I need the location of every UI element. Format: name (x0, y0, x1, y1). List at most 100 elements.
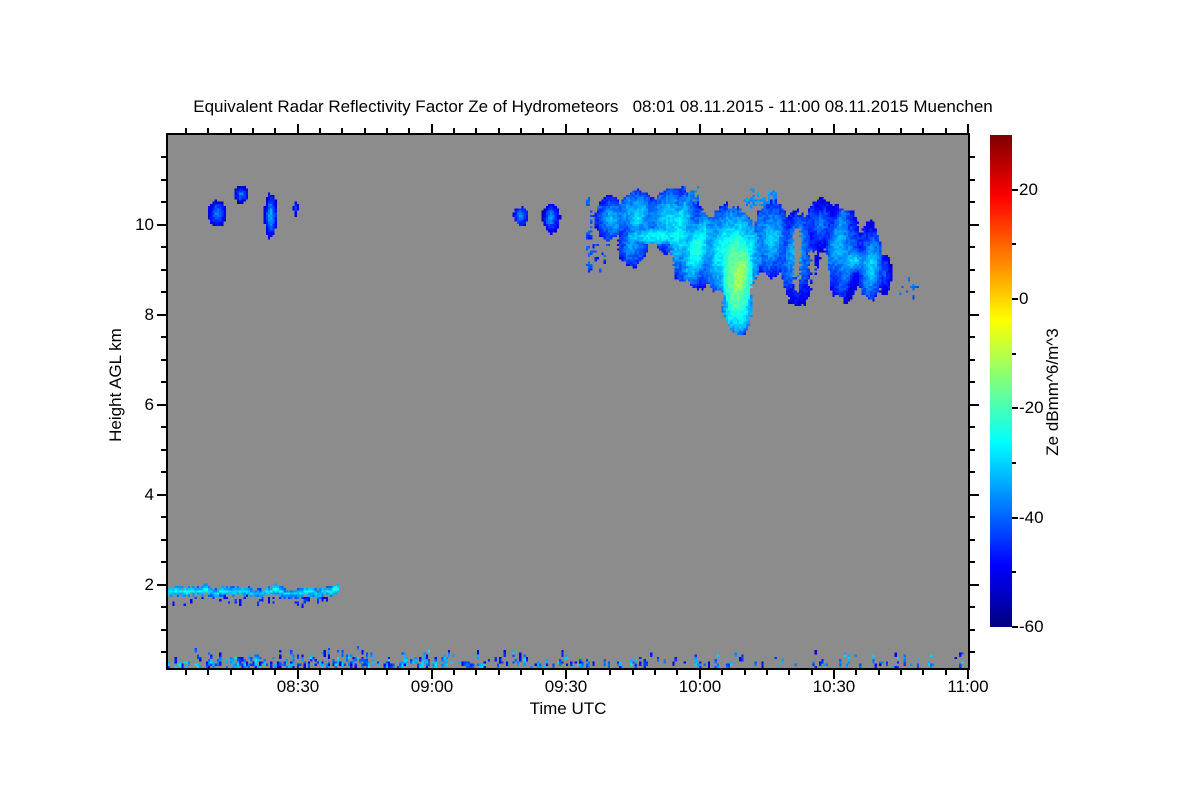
x-axis-major-tick-top (833, 124, 835, 133)
y-axis-minor-tick (161, 156, 166, 158)
x-axis-major-tick (565, 670, 567, 679)
x-axis-minor-tick-top (408, 128, 410, 133)
x-axis-title: Time UTC (529, 699, 607, 718)
y-axis-minor-tick-right (970, 336, 975, 338)
y-axis-minor-tick-right (970, 359, 975, 361)
colorbar-major-tick (1012, 626, 1018, 628)
x-axis-minor-tick-top (922, 128, 924, 133)
chart-title: Equivalent Radar Reflectivity Factor Ze … (193, 97, 993, 116)
y-axis-minor-tick-right (970, 381, 975, 383)
y-axis-tick-label: 10 (135, 215, 154, 234)
y-axis-major-tick (157, 224, 166, 226)
y-axis-major-tick (157, 404, 166, 406)
x-axis-minor-tick (609, 670, 611, 675)
y-axis-title: Height AGL km (106, 328, 125, 442)
y-axis-tick-label: 6 (144, 395, 154, 414)
colorbar-minor-tick (1012, 571, 1016, 573)
x-axis-minor-tick (185, 670, 187, 675)
x-axis-minor-tick (654, 670, 656, 675)
x-axis-minor-tick-top (878, 128, 880, 133)
x-axis-minor-tick-top (230, 128, 232, 133)
colorbar-tick-label: -40 (1019, 508, 1044, 527)
x-axis-minor-tick (878, 670, 880, 675)
colorbar-major-tick (1012, 189, 1018, 191)
x-axis-minor-tick (542, 670, 544, 675)
x-axis-minor-tick (587, 670, 589, 675)
x-axis-minor-tick-top (364, 128, 366, 133)
x-axis-minor-tick (721, 670, 723, 675)
y-axis-minor-tick-right (970, 629, 975, 631)
y-axis-minor-tick (161, 269, 166, 271)
x-axis-minor-tick-top (855, 128, 857, 133)
y-axis-minor-tick-right (970, 269, 975, 271)
x-axis-minor-tick-top (900, 128, 902, 133)
x-axis-minor-tick (230, 670, 232, 675)
x-axis-minor-tick-top (587, 128, 589, 133)
y-axis-major-tick-right (970, 494, 979, 496)
y-axis-minor-tick (161, 336, 166, 338)
radar-heatmap-canvas (168, 135, 968, 668)
y-axis-minor-tick-right (970, 179, 975, 181)
y-axis-minor-tick (161, 449, 166, 451)
x-axis-minor-tick-top (676, 128, 678, 133)
x-axis-minor-tick-top (274, 128, 276, 133)
y-axis-minor-tick-right (970, 426, 975, 428)
plot-border (166, 133, 970, 670)
y-axis-major-tick (157, 314, 166, 316)
x-axis-major-tick-top (565, 124, 567, 133)
x-axis-minor-tick (274, 670, 276, 675)
y-axis-tick-label: 8 (144, 305, 154, 324)
y-axis-minor-tick-right (970, 516, 975, 518)
y-axis-major-tick (157, 584, 166, 586)
x-axis-minor-tick-top (945, 128, 947, 133)
y-axis-minor-tick (161, 359, 166, 361)
x-axis-major-tick (967, 670, 969, 679)
x-axis-tick-label: 10:00 (678, 677, 722, 696)
y-axis-minor-tick (161, 516, 166, 518)
colorbar-tick-label: 0 (1019, 289, 1029, 308)
x-axis-minor-tick (900, 670, 902, 675)
y-axis-minor-tick (161, 381, 166, 383)
y-axis-minor-tick (161, 561, 166, 563)
y-axis-minor-tick (161, 291, 166, 293)
x-axis-minor-tick-top (542, 128, 544, 133)
x-axis-minor-tick (788, 670, 790, 675)
y-axis-minor-tick-right (970, 561, 975, 563)
x-axis-minor-tick-top (609, 128, 611, 133)
x-axis-minor-tick (498, 670, 500, 675)
y-axis-major-tick-right (970, 584, 979, 586)
y-axis-minor-tick-right (970, 201, 975, 203)
y-axis-tick-label: 4 (144, 485, 154, 504)
y-axis-minor-tick-right (970, 156, 975, 158)
x-axis-minor-tick (386, 670, 388, 675)
y-axis-minor-tick-right (970, 471, 975, 473)
x-axis-minor-tick (922, 670, 924, 675)
colorbar-tick-label: 20 (1019, 180, 1038, 199)
y-axis-minor-tick-right (970, 449, 975, 451)
x-axis-major-tick (833, 670, 835, 679)
x-axis-major-tick-top (431, 124, 433, 133)
x-axis-minor-tick (766, 670, 768, 675)
x-axis-minor-tick-top (654, 128, 656, 133)
x-axis-minor-tick (945, 670, 947, 675)
colorbar-tick-label: -20 (1019, 398, 1044, 417)
x-axis-minor-tick (341, 670, 343, 675)
x-axis-tick-label: 09:00 (410, 677, 454, 696)
x-axis-minor-tick (744, 670, 746, 675)
x-axis-minor-tick-top (453, 128, 455, 133)
y-axis-minor-tick (161, 201, 166, 203)
x-axis-minor-tick-top (252, 128, 254, 133)
y-axis-minor-tick (161, 629, 166, 631)
x-axis-minor-tick (408, 670, 410, 675)
y-axis-minor-tick-right (970, 539, 975, 541)
x-axis-minor-tick (252, 670, 254, 675)
x-axis-major-tick-top (699, 124, 701, 133)
y-axis-major-tick-right (970, 404, 979, 406)
x-axis-minor-tick-top (766, 128, 768, 133)
y-axis-minor-tick (161, 606, 166, 608)
y-axis-major-tick-right (970, 314, 979, 316)
x-axis-major-tick-top (967, 124, 969, 133)
x-axis-minor-tick (632, 670, 634, 675)
y-axis-minor-tick (161, 426, 166, 428)
colorbar-title: Ze dBmm^6/m^3 (1043, 328, 1062, 456)
